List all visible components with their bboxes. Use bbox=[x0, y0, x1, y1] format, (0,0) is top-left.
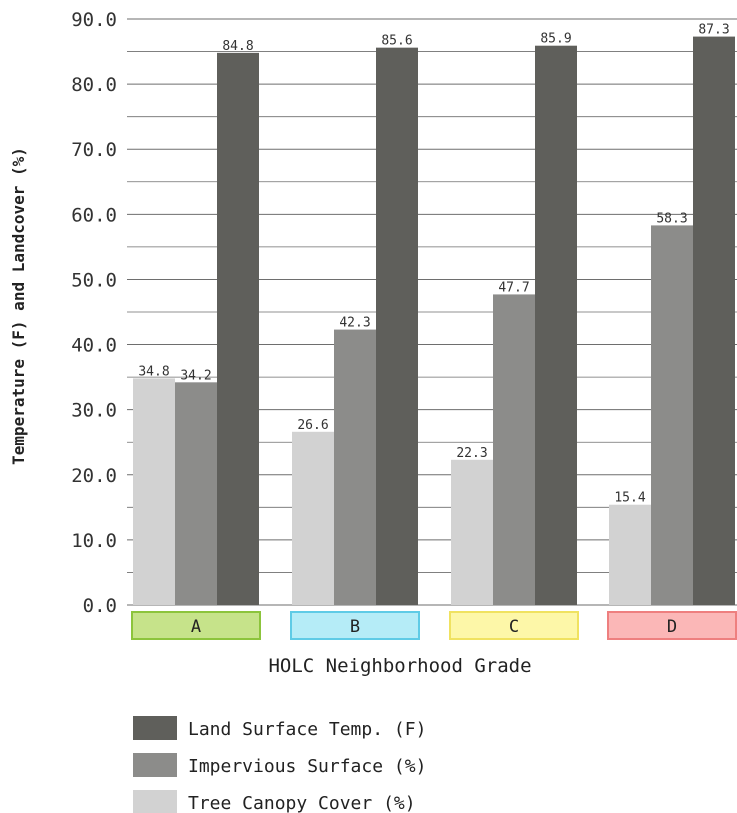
bars bbox=[133, 36, 735, 606]
bar bbox=[609, 504, 651, 605]
category-label: A bbox=[191, 617, 201, 637]
legend-swatch bbox=[133, 753, 177, 777]
y-tick-label: 80.0 bbox=[71, 74, 117, 96]
bar bbox=[175, 382, 217, 605]
y-tick-label: 70.0 bbox=[71, 139, 117, 161]
data-label: 34.2 bbox=[180, 368, 211, 383]
y-axis-ticks: 0.0 10.0 20.0 30.0 40.0 50.0 60.0 70.0 80.0 90.0 bbox=[71, 9, 117, 617]
bar bbox=[535, 45, 577, 605]
legend-swatch bbox=[133, 790, 177, 813]
bar bbox=[693, 36, 735, 605]
data-label: 58.3 bbox=[656, 211, 687, 226]
y-tick-label: 90.0 bbox=[71, 9, 117, 31]
y-axis-title: Temperature (F) and Landcover (%) bbox=[9, 147, 28, 465]
data-label: 34.8 bbox=[138, 364, 169, 379]
y-tick-label: 40.0 bbox=[71, 335, 117, 357]
bar bbox=[217, 52, 259, 605]
data-label: 22.3 bbox=[456, 446, 487, 461]
data-label: 87.3 bbox=[698, 23, 729, 38]
legend-label: Land Surface Temp. (F) bbox=[188, 719, 426, 740]
bar bbox=[451, 459, 493, 605]
legend-label: Tree Canopy Cover (%) bbox=[188, 793, 416, 813]
legend-label: Impervious Surface (%) bbox=[188, 756, 426, 777]
y-tick-label: 10.0 bbox=[71, 530, 117, 552]
y-tick-label: 0.0 bbox=[83, 595, 117, 617]
x-axis-categories: A B C D bbox=[131, 611, 737, 640]
y-tick-label: 50.0 bbox=[71, 269, 117, 291]
category-box bbox=[607, 611, 737, 640]
data-label: 42.3 bbox=[339, 316, 370, 331]
category-label: C bbox=[509, 617, 519, 637]
category-label: D bbox=[667, 617, 677, 637]
category-box bbox=[290, 611, 420, 640]
data-label: 47.7 bbox=[498, 280, 529, 295]
data-label: 85.6 bbox=[381, 34, 412, 49]
category-box bbox=[449, 611, 579, 640]
data-label: 84.8 bbox=[222, 39, 253, 54]
bar bbox=[292, 431, 334, 605]
bar bbox=[493, 294, 535, 605]
data-label: 15.4 bbox=[614, 491, 645, 506]
bar bbox=[651, 225, 693, 605]
bar bbox=[334, 329, 376, 605]
y-tick-label: 60.0 bbox=[71, 204, 117, 226]
x-axis-title: HOLC Neighborhood Grade bbox=[268, 655, 531, 677]
bar bbox=[376, 47, 418, 606]
category-box bbox=[131, 611, 261, 640]
data-label: 26.6 bbox=[297, 418, 328, 433]
legend-swatch bbox=[133, 716, 177, 740]
bar bbox=[133, 378, 175, 605]
legend: Land Surface Temp. (F) Impervious Surface… bbox=[133, 716, 426, 813]
data-label: 85.9 bbox=[540, 32, 571, 47]
category-label: B bbox=[350, 617, 360, 637]
y-tick-label: 30.0 bbox=[71, 400, 117, 422]
y-tick-label: 20.0 bbox=[71, 465, 117, 487]
data-labels: 34.8 34.2 84.8 26.6 42.3 85.6 22.3 47.7 85.9 15.4… bbox=[138, 23, 729, 506]
